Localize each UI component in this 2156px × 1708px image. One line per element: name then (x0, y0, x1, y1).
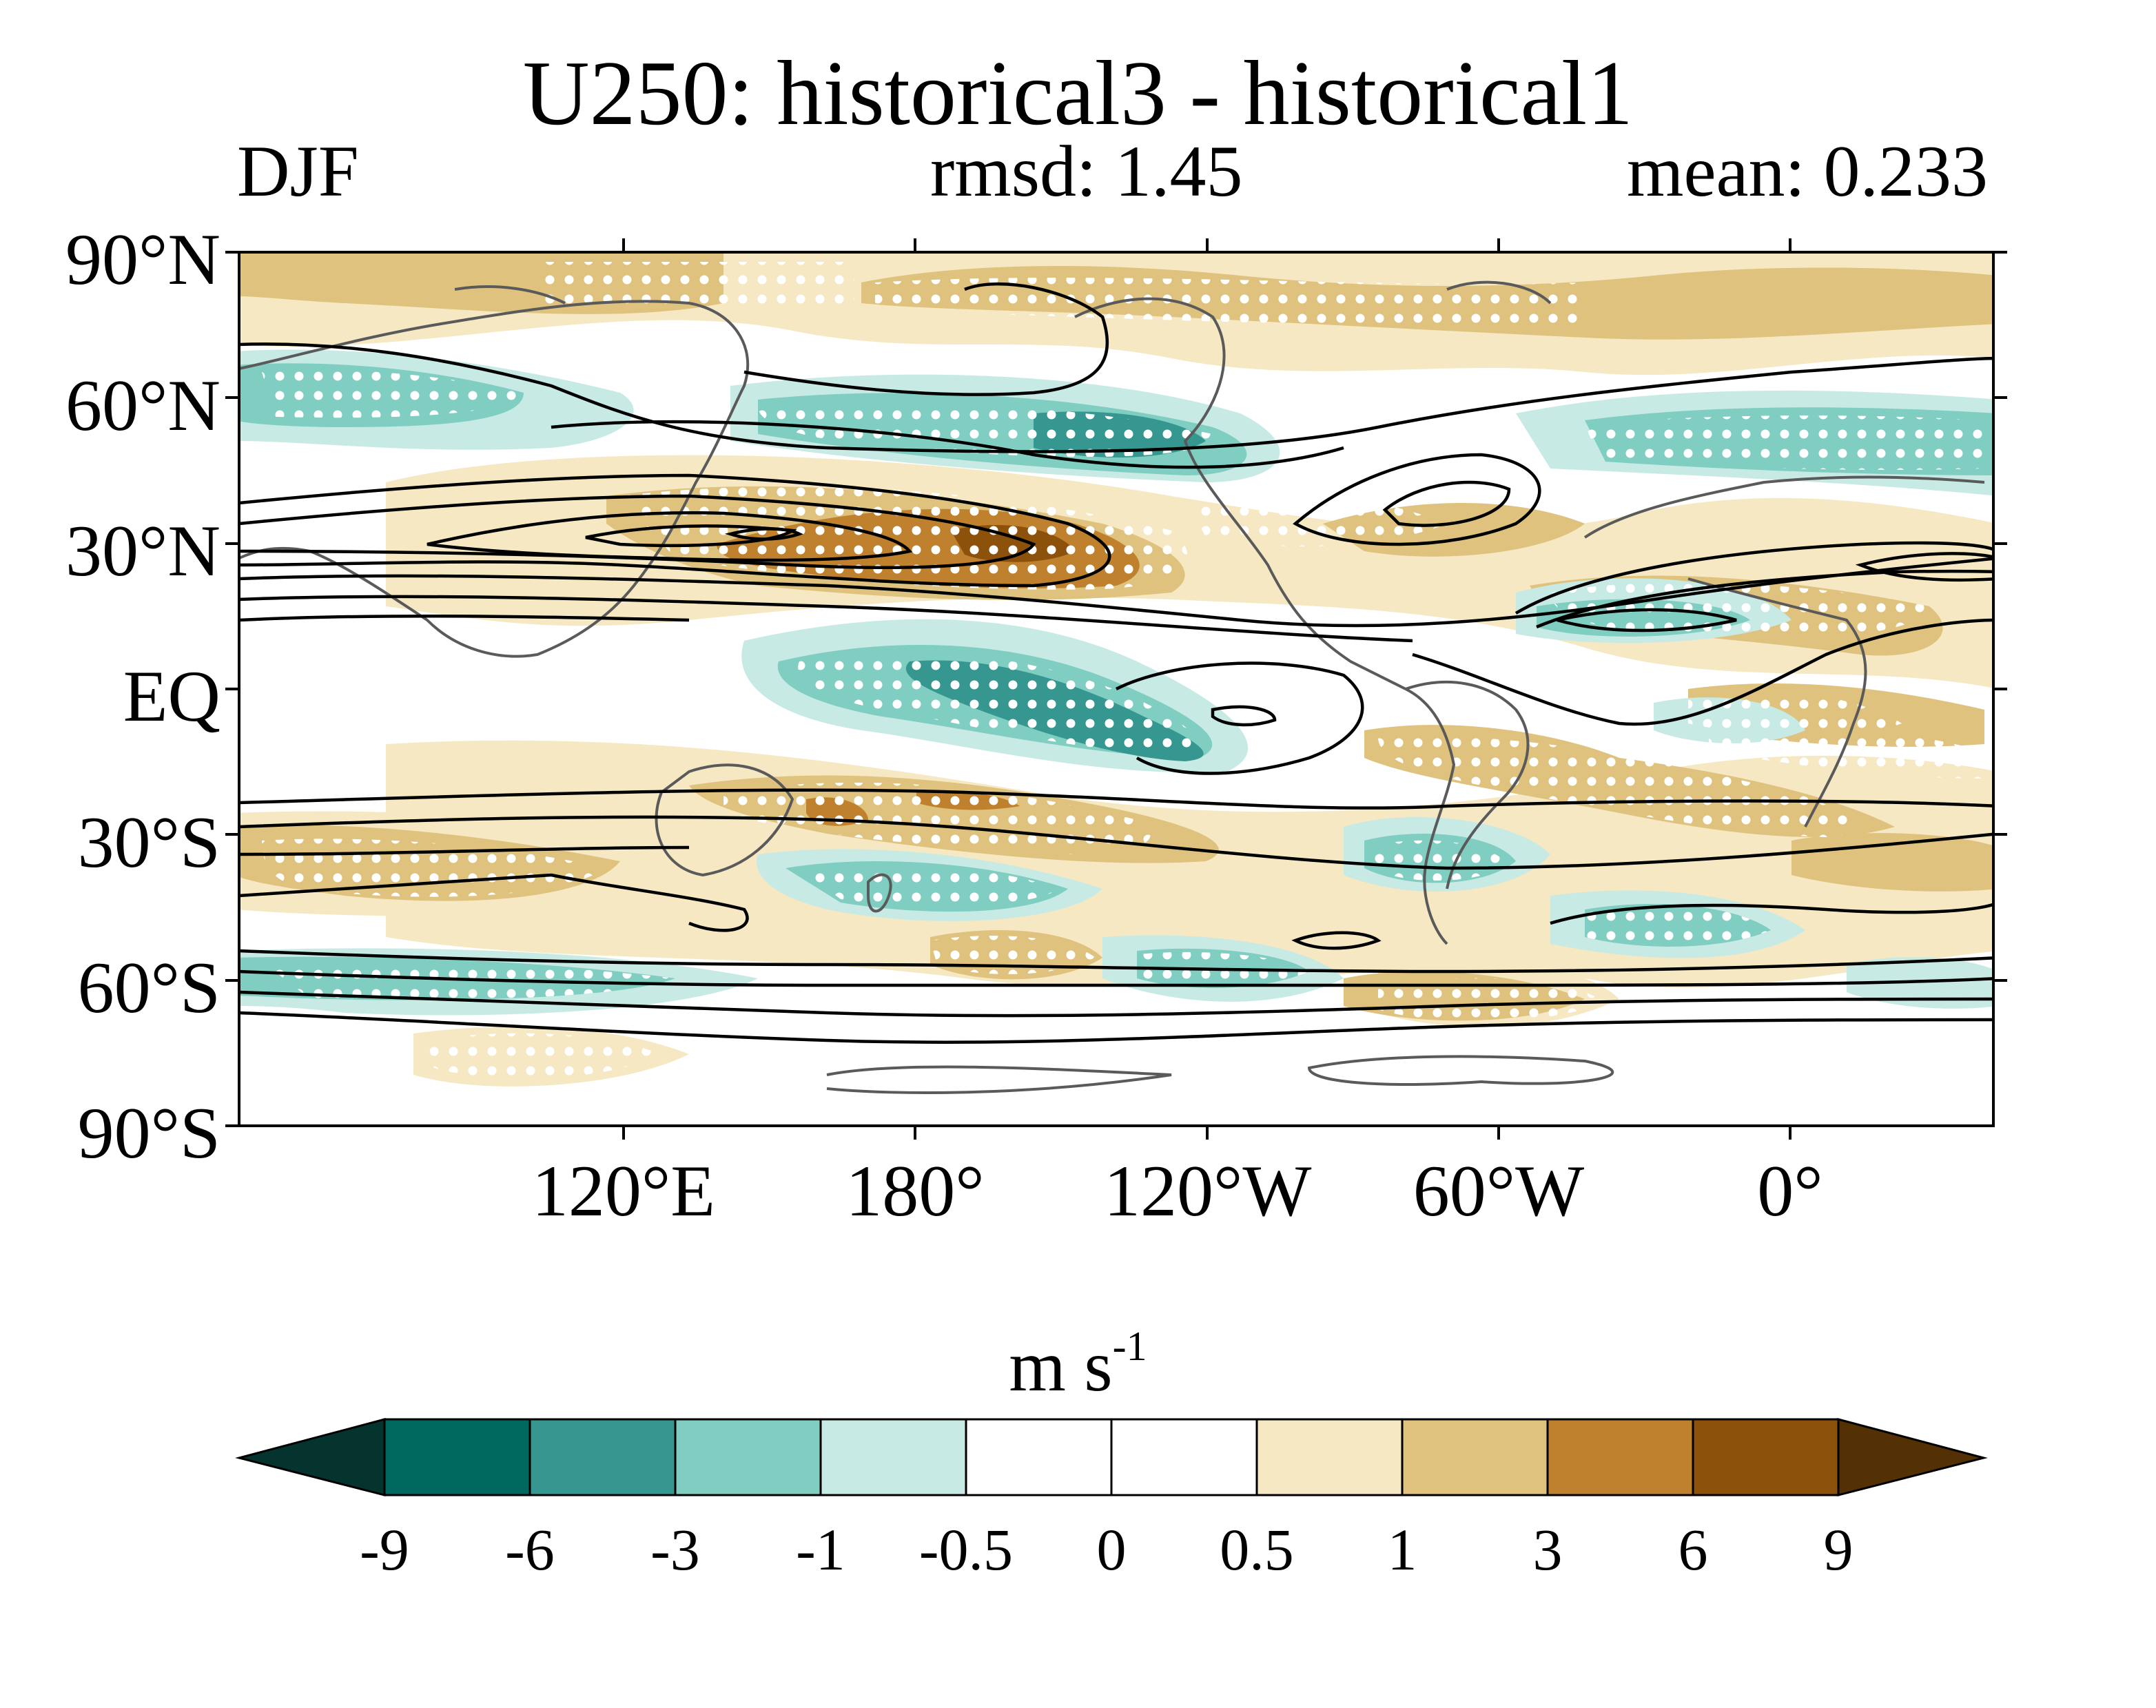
colorbar-box (528, 1418, 677, 1496)
colorbar-tick-label: -1 (796, 1516, 845, 1583)
colorbar-units: m s-1 (0, 1326, 2156, 1403)
colorbar-tick-label: -3 (650, 1516, 700, 1583)
colorbar-box (674, 1418, 822, 1496)
colorbar-box (965, 1418, 1113, 1496)
colorbar-low-extension (235, 1418, 386, 1496)
lon-label: 120°W (1104, 1151, 1312, 1231)
season-label: DJF (237, 131, 359, 212)
lat-label: 30°S (77, 802, 220, 883)
colorbar-tick-label: 0.5 (1220, 1516, 1294, 1583)
climatology-contours (239, 282, 1993, 1044)
lon-label: 120°E (531, 1151, 716, 1231)
colorbar (235, 1418, 1988, 1496)
colorbar-box (1255, 1418, 1404, 1496)
rmsd-label: rmsd: 1.45 (930, 131, 1243, 212)
colorbar-box (383, 1418, 531, 1496)
map-field (239, 252, 1993, 1126)
colorbar-tick-label: -6 (505, 1516, 555, 1583)
colorbar-box (819, 1418, 967, 1496)
lat-label: 30°N (65, 511, 220, 591)
colorbar-tick-label: 1 (1387, 1516, 1417, 1583)
lat-label: 60°N (65, 365, 220, 446)
colorbar-box (1546, 1418, 1694, 1496)
colorbar-box (1401, 1418, 1549, 1496)
lat-label: 90°S (77, 1093, 220, 1173)
units-text: m s (1009, 1326, 1113, 1406)
colorbar-tick-label: 0 (1096, 1516, 1127, 1583)
lat-label: EQ (123, 656, 220, 737)
lat-label: 60°S (77, 947, 220, 1028)
colorbar-high-extension (1837, 1418, 1988, 1496)
units-exponent: -1 (1112, 1324, 1147, 1369)
colorbar-tick-label: 6 (1678, 1516, 1708, 1583)
axis-ticks (225, 238, 2007, 1140)
plot-title: U250: historical3 - historical1 (522, 42, 1634, 144)
lon-label: 0° (1757, 1151, 1823, 1231)
colorbar-box (1692, 1418, 1840, 1496)
colorbar-box (1110, 1418, 1258, 1496)
colorbar-tick-label: -9 (360, 1516, 409, 1583)
colorbar-tick-label: 3 (1532, 1516, 1563, 1583)
colorbar-tick-label: -0.5 (918, 1516, 1014, 1583)
lon-label: 180° (845, 1151, 985, 1231)
colorbar-tick-label: 9 (1823, 1516, 1854, 1583)
lon-label: 60°W (1413, 1151, 1585, 1231)
lat-label: 90°N (65, 219, 220, 300)
mean-label: mean: 0.233 (1627, 131, 1988, 212)
